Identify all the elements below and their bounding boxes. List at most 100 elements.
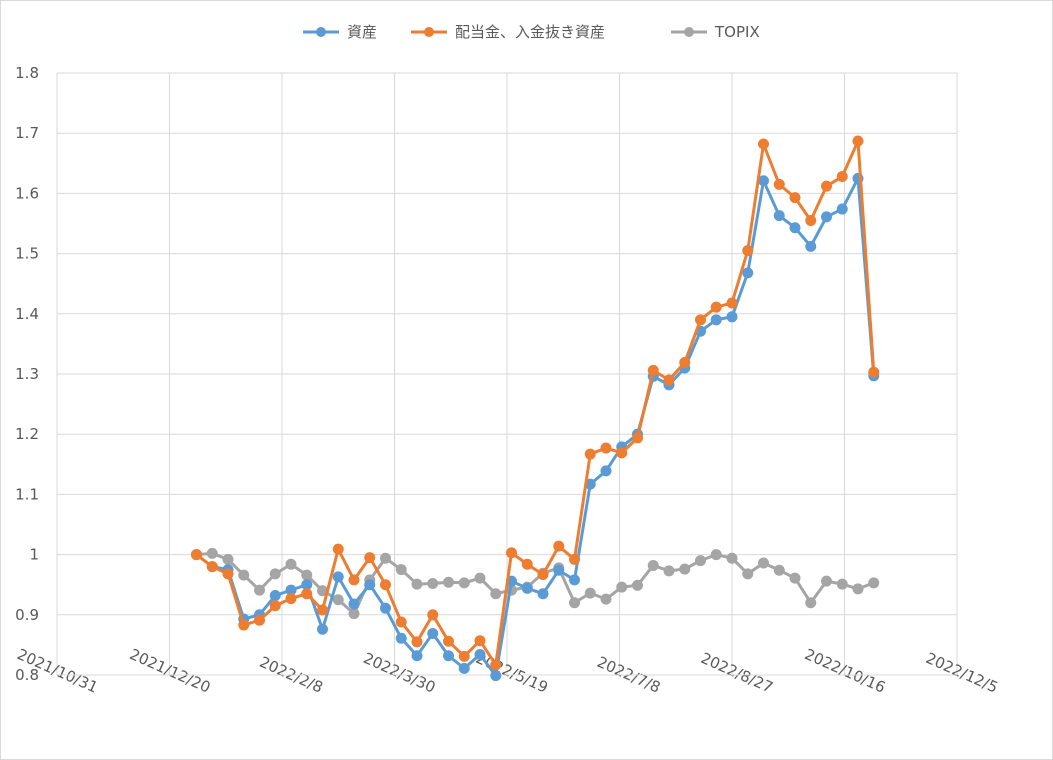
series-line bbox=[195, 176, 876, 678]
series-layer bbox=[191, 135, 880, 682]
data-point bbox=[191, 549, 202, 561]
data-point bbox=[537, 588, 549, 600]
data-point bbox=[269, 568, 281, 580]
data-point bbox=[821, 180, 832, 192]
data-point bbox=[521, 558, 533, 570]
data-point bbox=[726, 552, 738, 564]
data-point bbox=[301, 569, 313, 581]
data-point bbox=[773, 178, 785, 190]
data-point bbox=[348, 608, 360, 620]
data-point bbox=[821, 575, 832, 587]
data-point bbox=[348, 574, 360, 586]
data-point bbox=[348, 598, 360, 610]
data-point bbox=[647, 559, 659, 571]
data-point bbox=[836, 578, 848, 590]
data-point bbox=[569, 574, 580, 586]
data-point bbox=[269, 590, 281, 602]
y-tick-label: 1.4 bbox=[15, 305, 39, 323]
data-point bbox=[789, 192, 801, 204]
data-point bbox=[616, 581, 628, 593]
legend-item: TOPIX bbox=[671, 23, 760, 41]
data-point bbox=[443, 650, 454, 662]
data-point bbox=[742, 267, 754, 279]
data-point bbox=[395, 564, 407, 576]
data-point bbox=[458, 662, 470, 674]
data-point bbox=[506, 547, 517, 559]
y-tick-label: 1.2 bbox=[15, 425, 39, 443]
data-point bbox=[805, 597, 817, 609]
data-point bbox=[395, 616, 407, 628]
legend-label: 配当金、入金抜き資産 bbox=[455, 23, 605, 41]
y-tick-label: 1.1 bbox=[15, 485, 39, 503]
data-point bbox=[600, 465, 612, 477]
y-tick-label: 1.7 bbox=[15, 124, 39, 142]
data-point bbox=[726, 297, 738, 309]
data-point bbox=[490, 588, 502, 600]
data-point bbox=[789, 572, 801, 584]
data-point bbox=[805, 240, 817, 252]
y-tick-label: 1 bbox=[29, 546, 39, 564]
data-point bbox=[427, 609, 439, 621]
y-tick-label: 0.9 bbox=[15, 606, 39, 624]
y-tick-label: 1.5 bbox=[15, 245, 39, 263]
data-point bbox=[254, 584, 265, 596]
x-tick-label: 2022/3/30 bbox=[361, 649, 439, 697]
y-tick-label: 1.8 bbox=[15, 64, 39, 82]
data-point bbox=[443, 635, 454, 647]
data-point bbox=[269, 600, 281, 612]
data-point bbox=[411, 650, 423, 662]
data-point bbox=[789, 222, 801, 234]
data-point bbox=[600, 442, 612, 454]
data-point bbox=[742, 245, 754, 257]
data-point bbox=[663, 565, 675, 577]
data-point bbox=[632, 579, 643, 591]
data-point bbox=[254, 614, 265, 626]
data-point bbox=[758, 557, 769, 569]
data-point bbox=[411, 636, 423, 648]
data-point bbox=[380, 579, 391, 591]
data-point bbox=[490, 670, 502, 682]
y-tick-label: 0.8 bbox=[15, 666, 39, 684]
legend-swatch-marker bbox=[316, 27, 326, 37]
data-point bbox=[443, 576, 454, 588]
data-point bbox=[679, 357, 691, 369]
data-point bbox=[206, 561, 218, 573]
data-point bbox=[695, 555, 706, 567]
data-point bbox=[836, 203, 848, 215]
grid-lines bbox=[56, 72, 958, 676]
legend-item: 資産 bbox=[303, 23, 377, 41]
data-point bbox=[710, 549, 722, 561]
data-point bbox=[521, 582, 533, 594]
data-point bbox=[458, 650, 470, 662]
data-point bbox=[710, 314, 722, 326]
x-tick-label: 2022/12/5 bbox=[923, 649, 1001, 697]
data-point bbox=[332, 571, 344, 583]
series-0 bbox=[191, 172, 880, 682]
data-point bbox=[821, 211, 832, 223]
data-point bbox=[474, 635, 486, 647]
data-point bbox=[222, 553, 234, 565]
data-point bbox=[301, 588, 313, 600]
data-point bbox=[852, 583, 864, 595]
data-point bbox=[364, 552, 376, 564]
x-tick-label: 2021/12/20 bbox=[127, 645, 213, 697]
data-point bbox=[852, 135, 864, 147]
data-point bbox=[458, 577, 470, 589]
data-point bbox=[569, 597, 580, 609]
legend-swatch-marker bbox=[424, 27, 434, 37]
data-point bbox=[238, 619, 250, 631]
data-point bbox=[758, 138, 769, 150]
y-tick-label: 1.6 bbox=[15, 184, 39, 202]
data-point bbox=[742, 568, 754, 580]
data-point bbox=[663, 374, 675, 386]
data-point bbox=[569, 553, 580, 565]
data-point bbox=[380, 552, 391, 564]
y-tick-label: 1.3 bbox=[15, 365, 39, 383]
data-point bbox=[238, 569, 250, 581]
data-point bbox=[695, 314, 706, 326]
data-point bbox=[222, 568, 234, 580]
data-point bbox=[584, 448, 596, 460]
data-point bbox=[474, 649, 486, 661]
data-point bbox=[474, 572, 486, 584]
